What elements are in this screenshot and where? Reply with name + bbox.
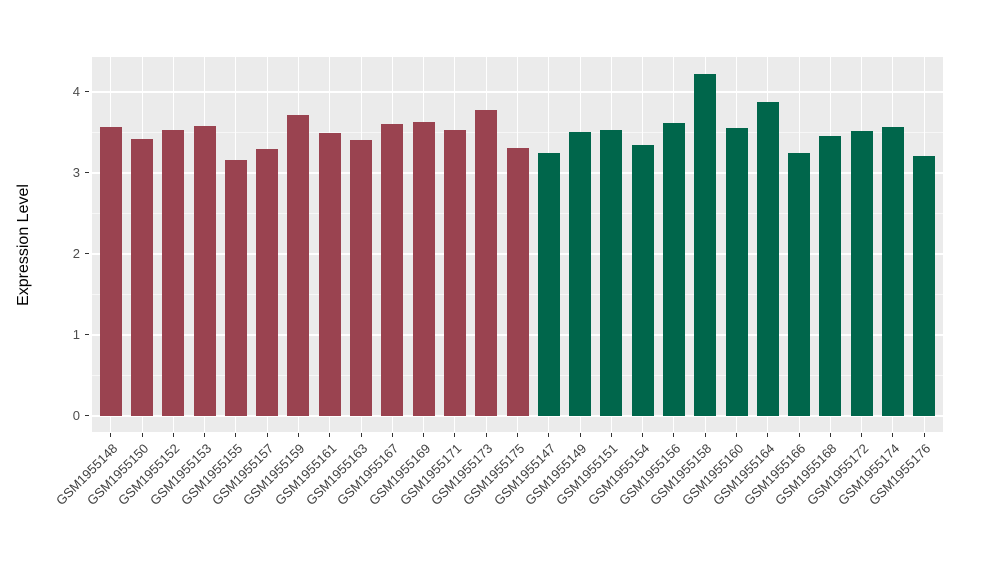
x-tick [266, 433, 268, 437]
bar [318, 133, 341, 416]
x-tick [454, 433, 456, 437]
bar [256, 149, 279, 416]
y-tick [85, 415, 89, 417]
x-tick [485, 433, 487, 437]
y-tick [85, 172, 89, 174]
x-tick [829, 433, 831, 437]
y-tick-label: 1 [72, 326, 80, 342]
bar [913, 155, 936, 416]
y-tick-label: 0 [72, 407, 80, 423]
y-tick [85, 253, 89, 255]
bar [287, 115, 310, 416]
x-tick [423, 433, 425, 437]
x-tick [110, 433, 112, 437]
x-tick [798, 433, 800, 437]
x-tick [861, 433, 863, 437]
bar [537, 153, 560, 416]
x-tick [642, 433, 644, 437]
x-tick [923, 433, 925, 437]
y-axis-title: Expression Level [15, 183, 32, 306]
bar [881, 126, 904, 416]
bar [131, 138, 154, 416]
x-tick [610, 433, 612, 437]
x-tick [297, 433, 299, 437]
bar [412, 121, 435, 416]
y-tick-label: 2 [72, 245, 80, 261]
x-tick [579, 433, 581, 437]
bar [381, 124, 404, 416]
bar [506, 147, 529, 416]
x-tick [391, 433, 393, 437]
y-tick [85, 334, 89, 336]
bar [819, 135, 842, 416]
bar [600, 129, 623, 416]
y-tick-label: 3 [72, 164, 80, 180]
bar [193, 125, 216, 416]
x-tick [204, 433, 206, 437]
x-tick [892, 433, 894, 437]
y-tick [85, 91, 89, 93]
bar [694, 74, 717, 416]
bar [569, 132, 592, 416]
x-tick [235, 433, 237, 437]
x-tick [141, 433, 143, 437]
bar [475, 110, 498, 416]
x-tick [548, 433, 550, 437]
y-tick-label: 4 [72, 83, 80, 99]
bar [788, 152, 811, 416]
x-tick [517, 433, 518, 437]
bar [631, 145, 654, 416]
x-tick [673, 433, 675, 437]
bar [162, 129, 185, 416]
bar [350, 140, 373, 416]
bar [224, 159, 247, 416]
x-tick [172, 433, 174, 437]
bar [850, 130, 873, 416]
x-tick [329, 433, 331, 437]
bar [756, 101, 779, 416]
bar [443, 129, 466, 416]
bar [725, 128, 748, 416]
bar [99, 126, 122, 416]
x-tick [360, 433, 362, 437]
plot-panel [92, 57, 943, 432]
x-tick [704, 433, 706, 437]
x-tick [767, 433, 769, 437]
x-tick [736, 433, 737, 437]
bar [662, 123, 685, 416]
